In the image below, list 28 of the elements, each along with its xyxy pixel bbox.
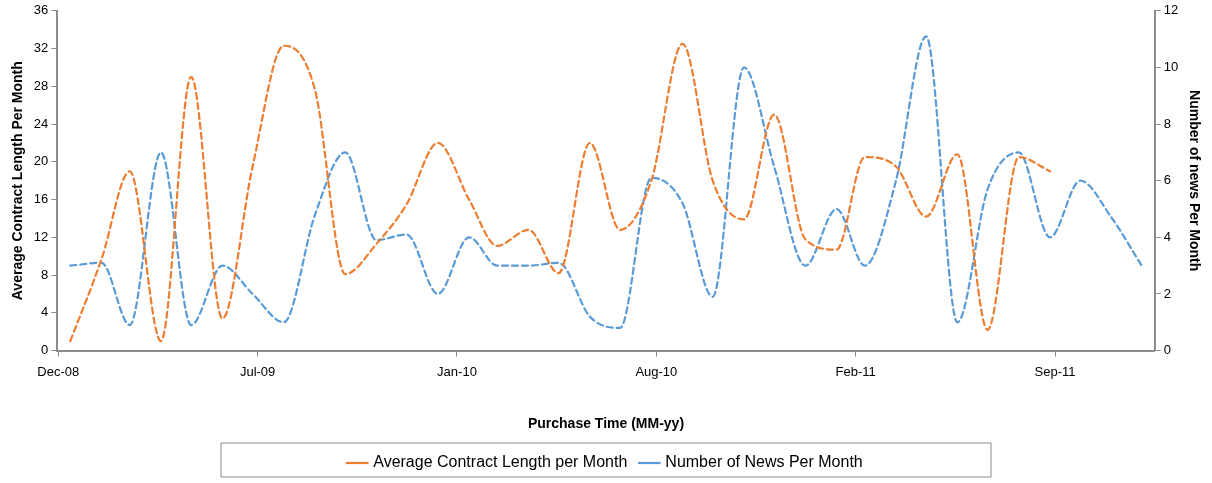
y2-tick-label: 12 xyxy=(1163,2,1179,18)
y2-tick-label: 6 xyxy=(1163,172,1171,188)
x-tick-label: Dec-08 xyxy=(37,363,80,379)
x-tick-label: Aug-10 xyxy=(635,363,678,379)
y-tick-label: 4 xyxy=(41,304,49,320)
y-tick-label: 20 xyxy=(33,153,49,169)
y2-tick-label: 10 xyxy=(1163,59,1179,75)
x-axis-title: Purchase Time (MM-yy) xyxy=(527,415,685,432)
y2-axis-title: Number of news Per Month xyxy=(1186,90,1203,272)
x-tick-label: Sep-11 xyxy=(1034,363,1076,379)
y-tick-label: 12 xyxy=(33,228,49,244)
x-tick-label: Jul-09 xyxy=(239,363,276,379)
x-tick-label: Jan-10 xyxy=(437,363,477,379)
y-tick-label: 28 xyxy=(33,77,49,93)
y-tick-label: 24 xyxy=(33,115,49,131)
y-tick-label: 16 xyxy=(33,191,49,207)
y2-tick-label: 0 xyxy=(1163,342,1171,358)
legend-label: Number of News Per Month xyxy=(665,453,863,471)
y-tick-label: 8 xyxy=(41,266,49,282)
y-tick-label: 0 xyxy=(41,342,49,358)
y-axis-title: Average Contract Length Per Month xyxy=(9,61,26,301)
y-tick-label: 36 xyxy=(33,2,49,18)
y2-tick-label: 8 xyxy=(1163,115,1171,131)
y2-tick-label: 2 xyxy=(1163,285,1171,301)
y-tick-label: 32 xyxy=(33,40,49,56)
x-tick-label: Feb-11 xyxy=(835,363,876,379)
legend-label: Average Contract Length per Month xyxy=(373,453,628,471)
y2-tick-label: 4 xyxy=(1163,228,1171,244)
